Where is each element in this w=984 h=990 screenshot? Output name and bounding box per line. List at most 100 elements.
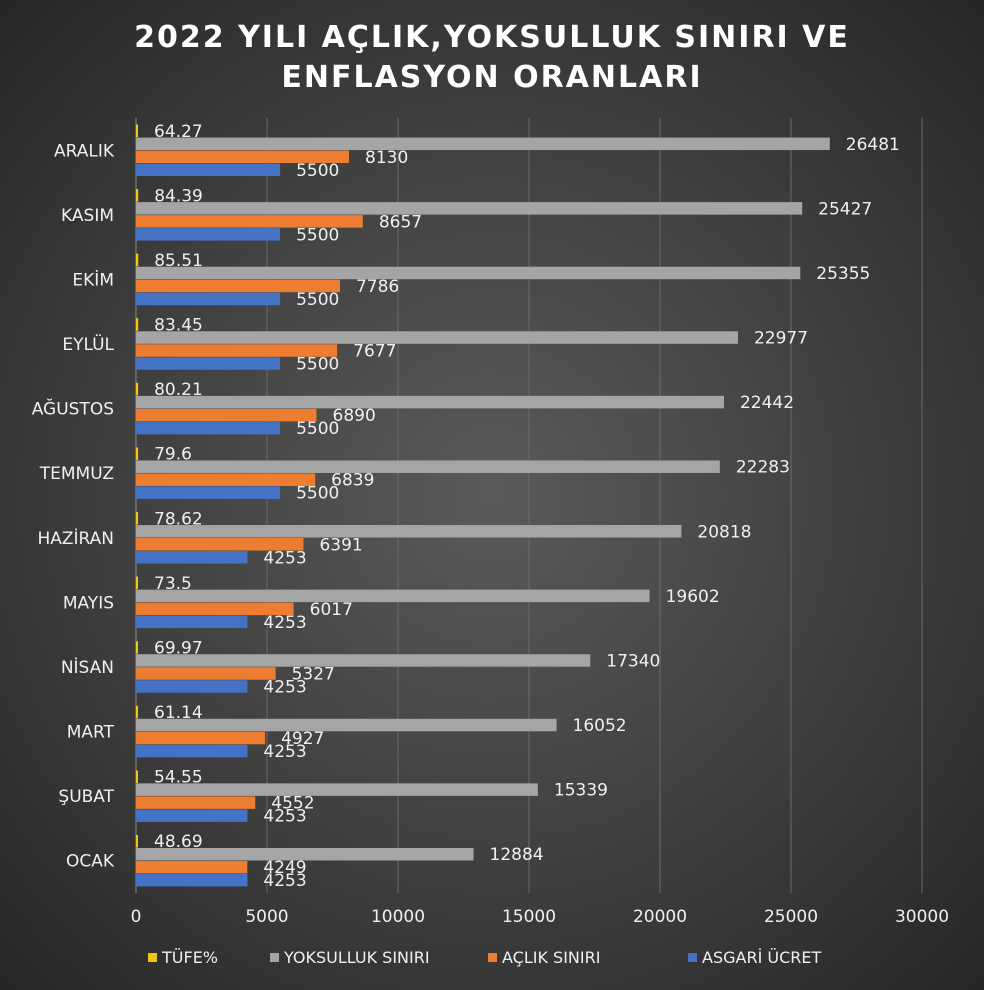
bar	[136, 538, 304, 551]
data-label: 4253	[263, 548, 306, 568]
bar	[136, 834, 138, 848]
data-label: 54.55	[154, 768, 203, 788]
bar	[136, 796, 256, 809]
data-label: 8657	[379, 212, 422, 232]
bar	[136, 460, 720, 473]
category-label: HAZİRAN	[37, 528, 114, 549]
data-label: 4253	[263, 613, 306, 633]
bar	[136, 421, 281, 435]
x-tick-label: 30000	[895, 907, 949, 927]
bar	[136, 525, 682, 538]
data-label: 8130	[365, 148, 408, 168]
bar	[136, 202, 803, 215]
data-label: 20818	[697, 522, 751, 542]
bar	[136, 576, 138, 590]
data-label: 16052	[573, 716, 627, 736]
data-label: 61.14	[154, 703, 203, 723]
x-tick-label: 25000	[764, 907, 818, 927]
data-label: 5500	[296, 161, 339, 181]
data-label: 4253	[263, 677, 306, 697]
category-label: NİSAN	[61, 657, 114, 678]
category-label: OCAK	[66, 852, 115, 872]
data-label: 64.27	[154, 122, 203, 142]
bar	[136, 266, 801, 280]
data-label: 22283	[736, 458, 790, 478]
bar	[136, 189, 139, 202]
data-label: 5500	[296, 355, 339, 375]
category-label: MART	[67, 723, 115, 743]
x-tick-label: 15000	[502, 907, 556, 927]
data-label: 80.21	[154, 380, 203, 400]
bar	[136, 731, 266, 745]
bar	[136, 163, 281, 177]
data-label: 73.5	[154, 574, 192, 594]
data-label: 5500	[296, 419, 339, 439]
legend-label: AÇLIK SINIRI	[502, 948, 600, 967]
bar	[136, 860, 248, 874]
legend-label: ASGARİ ÜCRET	[702, 948, 821, 967]
bar	[136, 279, 340, 293]
data-label: 7677	[353, 342, 396, 362]
data-label: 5500	[296, 484, 339, 504]
data-label: 7786	[356, 277, 399, 297]
category-label: ŞUBAT	[58, 787, 114, 807]
bar	[136, 589, 650, 603]
chart-title-line-2: ENFLASYON ORANLARI	[281, 60, 703, 95]
data-label: 12884	[490, 845, 544, 865]
data-label: 4253	[263, 871, 306, 891]
chart-title-line-1: 2022 YILI AÇLIK,YOKSULLUK SINIRI VE	[134, 20, 850, 55]
legend-label: TÜFE%	[161, 948, 218, 967]
category-label: EKİM	[72, 269, 114, 290]
bar	[136, 382, 139, 396]
bar	[136, 344, 338, 357]
bar	[136, 357, 281, 370]
bar	[136, 253, 139, 267]
bar	[136, 602, 294, 616]
data-label: 69.97	[154, 638, 203, 658]
data-label: 84.39	[154, 186, 203, 206]
data-label: 22442	[740, 393, 794, 413]
legend-swatch	[270, 953, 279, 962]
data-label: 26481	[846, 135, 900, 155]
bar	[136, 331, 738, 344]
bar	[136, 124, 138, 138]
bar	[136, 150, 350, 164]
legend-swatch	[688, 953, 697, 962]
data-label: 4253	[263, 742, 306, 762]
bar	[136, 770, 138, 783]
data-label: 5500	[296, 290, 339, 310]
x-tick-label: 5000	[245, 907, 288, 927]
bar	[136, 873, 248, 887]
bar	[136, 228, 281, 241]
data-label: 6391	[319, 535, 362, 555]
bar	[136, 486, 281, 499]
data-label: 4249	[263, 858, 306, 878]
bar	[136, 137, 830, 151]
data-label: 25355	[816, 264, 870, 284]
data-label: 4552	[271, 794, 314, 814]
bar	[136, 512, 139, 525]
x-tick-label: 0	[131, 907, 142, 927]
bar	[136, 847, 474, 861]
bar	[136, 667, 276, 680]
data-label: 6839	[331, 471, 374, 491]
bar	[136, 447, 139, 460]
data-label: 17340	[606, 651, 660, 671]
bar	[136, 641, 138, 654]
bar	[136, 615, 248, 629]
data-label: 6890	[333, 406, 376, 426]
data-label: 15339	[554, 781, 608, 801]
bar	[136, 680, 248, 693]
data-label: 5500	[296, 225, 339, 245]
bar	[136, 473, 316, 486]
x-tick-label: 20000	[633, 907, 687, 927]
data-label: 79.6	[154, 445, 192, 465]
category-label: ARALIK	[54, 141, 115, 161]
data-label: 83.45	[154, 316, 203, 336]
category-label: AĞUSTOS	[32, 398, 114, 420]
data-label: 78.62	[154, 509, 203, 529]
bar	[136, 783, 538, 796]
legend-swatch	[488, 953, 497, 962]
